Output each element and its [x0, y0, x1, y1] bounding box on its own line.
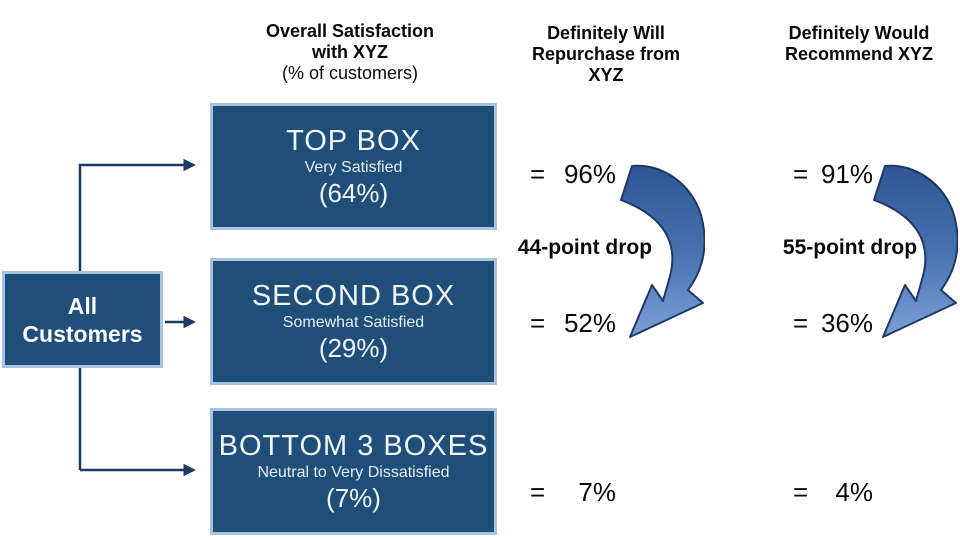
header-line: Definitely Will: [547, 23, 665, 43]
segment-box-second: SECOND BOX Somewhat Satisfied (29%): [210, 258, 497, 385]
segment-subtitle: Very Satisfied: [304, 158, 403, 176]
repurchase-drop-label: 44-point drop: [517, 236, 653, 259]
segment-box-bottom: BOTTOM 3 BOXES Neutral to Very Dissatisf…: [210, 408, 497, 535]
recommend-value-bottom: = 4%: [793, 477, 873, 507]
equals-sign: =: [793, 159, 809, 189]
header-line: Repurchase from: [531, 44, 681, 64]
curved-drop-arrow-recommend: [873, 164, 958, 338]
value-text: 36%: [820, 308, 873, 338]
value-text: 7%: [578, 477, 616, 507]
all-customers-box: All Customers: [2, 271, 163, 368]
repurchase-value-bottom: = 7%: [530, 477, 616, 507]
equals-sign: =: [793, 308, 809, 338]
header-line: Recommend XYZ: [784, 44, 934, 64]
header-subtitle: (% of customers): [281, 63, 419, 83]
header-line: XYZ: [588, 65, 624, 85]
recommend-value-top: = 91%: [793, 159, 873, 189]
header-line: with XYZ: [312, 42, 388, 62]
segment-title: SECOND BOX: [251, 279, 456, 312]
recommend-value-second: = 36%: [793, 308, 873, 338]
recommend-drop-label: 55-point drop: [782, 236, 918, 259]
segment-title: BOTTOM 3 BOXES: [218, 429, 489, 462]
equals-sign: =: [530, 308, 546, 338]
segment-subtitle: Somewhat Satisfied: [282, 313, 425, 331]
segment-box-top: TOP BOX Very Satisfied (64%): [210, 103, 497, 230]
column-header-repurchase: Definitely Will Repurchase from XYZ: [515, 23, 697, 86]
segment-share: (64%): [318, 177, 389, 208]
equals-sign: =: [530, 159, 546, 189]
value-text: 4%: [835, 477, 873, 507]
segment-share: (7%): [326, 482, 381, 513]
segment-title: TOP BOX: [286, 124, 421, 157]
column-header-satisfaction: Overall Satisfaction with XYZ (% of cust…: [219, 21, 481, 84]
column-header-recommend: Definitely Would Recommend XYZ: [763, 23, 955, 65]
all-customers-label-line: All: [67, 292, 98, 319]
equals-sign: =: [793, 477, 809, 507]
segment-share: (29%): [318, 332, 389, 363]
segment-subtitle: Neutral to Very Dissatisfied: [257, 463, 450, 481]
header-line: Definitely Would: [788, 23, 930, 43]
repurchase-value-top: = 96%: [530, 159, 616, 189]
all-customers-label-line: Customers: [22, 320, 143, 347]
value-text: 91%: [820, 159, 873, 189]
equals-sign: =: [530, 477, 546, 507]
header-line: Overall Satisfaction: [265, 21, 435, 41]
value-text: 96%: [563, 159, 616, 189]
curved-drop-arrow-repurchase: [620, 164, 705, 338]
value-text: 52%: [563, 308, 616, 338]
repurchase-value-second: = 52%: [530, 308, 616, 338]
